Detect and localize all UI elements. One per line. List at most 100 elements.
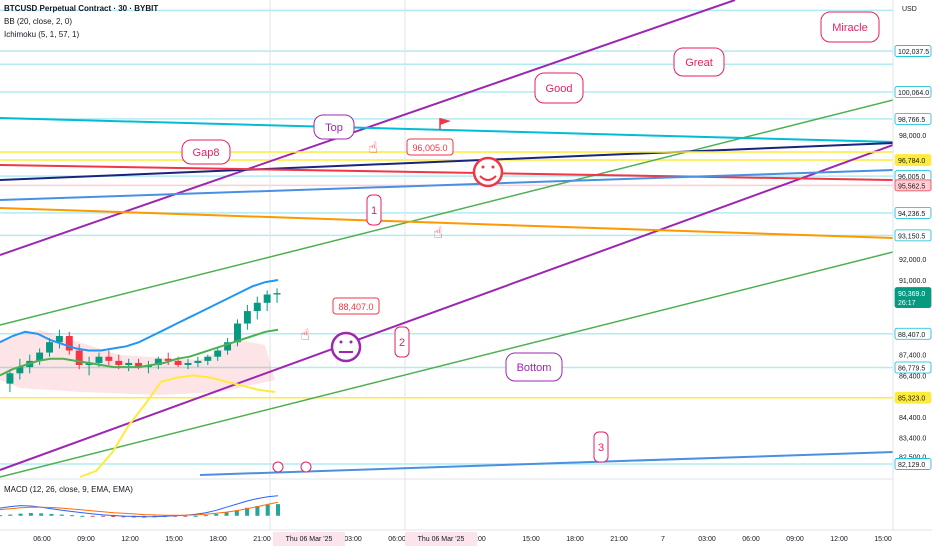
price-label-tag (894, 458, 932, 470)
candle-body (65, 335, 73, 351)
blue-lower-line (199, 451, 894, 476)
number-marker (366, 194, 382, 226)
time-highlight-text: Thu 06 Mar '25 (418, 536, 465, 543)
macd-histogram-bar (8, 514, 13, 516)
annotation-label: Good (546, 83, 573, 95)
cyan-resistance-line (0, 117, 894, 143)
macd-histogram-bar (100, 515, 105, 517)
price-label-text: 93,150.5 (898, 233, 925, 240)
time-axis-tick: 21:00 (610, 536, 628, 543)
price-axis-tick: 91,000.0 (899, 278, 926, 285)
hand-pointer-icon: ☝ (368, 138, 378, 157)
candle-body (16, 367, 24, 374)
candle-body (204, 356, 212, 361)
annotation-label: Gap8 (193, 147, 220, 159)
candle-body (243, 311, 251, 324)
price-label-tag (894, 113, 932, 125)
price-label-text: 102,037.5 (898, 49, 929, 56)
time-highlight-tag (405, 532, 477, 546)
price-label-tag (894, 154, 932, 166)
price-label-tag (894, 179, 932, 192)
macd-histogram-bar (28, 513, 33, 516)
ichimoku-indicator-label[interactable]: Ichimoku (5, 1, 57, 1) (4, 30, 80, 39)
macd-histogram-bar (214, 513, 219, 516)
time-axis-tick: 09:00 (786, 536, 804, 543)
macd-histogram-bar (49, 513, 54, 516)
time-axis-tick: 06:00 (388, 536, 406, 543)
price-axis-tick: 98,000.0 (899, 133, 926, 140)
macd-histogram-bar (183, 515, 188, 517)
price-axis-tick: 84,400.0 (899, 415, 926, 422)
time-axis-tick: 18:00 (566, 536, 584, 543)
number-marker-text: 1 (371, 205, 377, 217)
time-axis-tick: 06:00 (33, 536, 51, 543)
flag-icon (440, 118, 451, 125)
price-label-text: 88,407.0 (898, 332, 925, 339)
candle-body (95, 356, 103, 363)
hand-pointer-icon: ☝ (433, 223, 443, 242)
indicator-series-line (79, 374, 276, 478)
price-label-text: 90,369.0 (898, 291, 925, 298)
macd-histogram-bar (70, 515, 75, 517)
red-trend-line (0, 164, 894, 181)
time-axis-tick: 12:00 (468, 536, 486, 543)
price-axis-tick: 82,500.0 (899, 454, 926, 461)
time-axis-tick: 15:00 (874, 536, 892, 543)
candle-body (184, 362, 192, 366)
price-axis-tick: 92,000.0 (899, 257, 926, 264)
hand-pointer-icon: ☝ (300, 325, 310, 344)
candle-body (46, 342, 53, 353)
orange-trend-line (0, 207, 894, 239)
candle-body (224, 342, 232, 351)
time-axis-tick: 12:00 (121, 536, 139, 543)
happy-face-icon (479, 175, 497, 181)
macd-histogram-bar (224, 512, 229, 516)
macd-histogram-bar (0, 515, 2, 517)
neutral-face-icon (339, 340, 343, 344)
price-label-text: 86,779.5 (898, 366, 925, 373)
happy-face-icon (481, 165, 485, 169)
time-axis-tick: 09:00 (77, 536, 95, 543)
bb-indicator-label[interactable]: BB (20, close, 2, 0) (4, 17, 73, 26)
price-label-text: 85,323.0 (898, 396, 925, 403)
price-label-tag (894, 206, 932, 219)
price-label-text: 96,784.0 (898, 158, 925, 165)
speech-bubble (505, 352, 563, 382)
macd-signal-line (0, 501, 279, 516)
price-axis-tick: 87,400.0 (899, 353, 926, 360)
speech-bubble (313, 114, 355, 140)
price-axis-tick: 83,400.0 (899, 436, 926, 443)
candle-body (194, 360, 202, 363)
price-label-tag (894, 86, 932, 98)
annotation-label: Top (325, 122, 343, 134)
candle-body (273, 293, 281, 295)
macd-line (0, 495, 279, 518)
indicator-series-line (0, 279, 279, 352)
time-axis-tick: 12:00 (830, 536, 848, 543)
currency-label: USD (902, 6, 917, 13)
symbol-title[interactable]: BTCUSD Perpetual Contract · 30 · BYBIT (4, 4, 159, 13)
price-label-text: 98,766.5 (898, 117, 925, 124)
price-callout (406, 138, 454, 156)
price-label-tag (894, 327, 932, 340)
time-axis-tick: 03:00 (344, 536, 362, 543)
price-label-tag (894, 391, 932, 404)
indicator-series-line (0, 328, 279, 377)
candle-body (154, 358, 162, 366)
macd-histogram-bar (265, 504, 270, 516)
candle-body (135, 362, 143, 368)
speech-bubble (534, 72, 584, 104)
macd-histogram-bar (203, 515, 208, 517)
macd-histogram-bar (59, 514, 64, 516)
candle-body (253, 302, 261, 312)
macd-indicator-label[interactable]: MACD (12, 26, close, 9, EMA, EMA) (4, 485, 133, 494)
candle-body (125, 362, 133, 366)
candle-body (174, 360, 182, 366)
price-label-text: 94,236.5 (898, 211, 925, 218)
price-callout (332, 297, 380, 315)
number-marker (593, 431, 609, 463)
macd-histogram-bar (276, 504, 280, 516)
